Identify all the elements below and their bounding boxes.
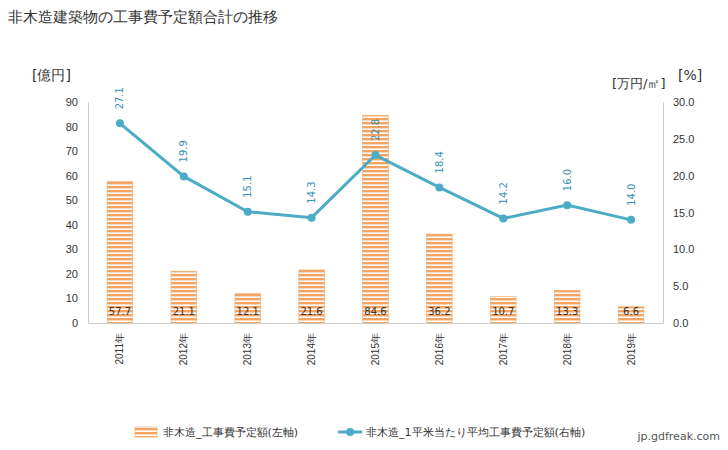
bar <box>107 181 133 323</box>
chart: 非木造建築物の工事費予定額合計の推移 0 10 20 30 40 50 60 70 80 90 0.0… <box>0 0 728 450</box>
y2-tick-label: 0.0 <box>673 317 688 329</box>
y2-axis-line <box>663 103 664 324</box>
y2-tick-label: 15.0 <box>673 207 694 219</box>
y-axis-line <box>88 103 89 324</box>
x-tick-label: 2019年 <box>626 333 637 365</box>
legend-item: 非木造_1平米当たり平均工事費予定額(右軸) <box>338 426 585 439</box>
legend-marker <box>346 428 354 436</box>
line-label: 27.1 <box>114 87 125 109</box>
line-point <box>308 214 316 222</box>
bar <box>171 271 197 323</box>
line-point <box>435 183 443 191</box>
line-label: 14.2 <box>498 182 509 204</box>
y2-tick-label: 20.0 <box>673 170 694 182</box>
bar <box>491 297 517 323</box>
x-tick-label: 2016年 <box>434 333 445 365</box>
line-label: 14.3 <box>306 181 317 203</box>
y-tick-label: 50 <box>66 194 78 206</box>
bar <box>427 234 453 323</box>
y-tick-label: 10 <box>66 292 78 304</box>
y-axis: 0 10 20 30 40 50 60 70 80 90 <box>66 96 89 329</box>
line-point <box>627 216 635 224</box>
y-tick-label: 30 <box>66 243 78 255</box>
x-tick-label: 2014年 <box>306 333 317 365</box>
x-axis-line <box>89 323 664 324</box>
y-tick-label: 80 <box>66 121 78 133</box>
bar <box>363 115 389 323</box>
bar <box>618 307 644 323</box>
y-tick-label: 20 <box>66 268 78 280</box>
y-tick-label: 0 <box>72 317 78 329</box>
line-label: 15.1 <box>242 175 253 197</box>
y-axis-title: [億円] <box>32 67 71 83</box>
legend-item: 非木造_工事費予定額(左軸) <box>135 426 298 439</box>
x-tick-label: 2011年 <box>114 333 125 365</box>
y2-axis-title: [万円/㎡] <box>612 76 666 91</box>
y2-axis: 0.0 5.0 10.0 15.0 20.0 25.0 30.0 <box>663 96 694 329</box>
y2-tick-label: 5.0 <box>673 280 688 292</box>
bar-label: 10.7 <box>492 306 514 317</box>
x-tick-label: 2013年 <box>242 333 253 365</box>
legend-swatch <box>135 427 157 437</box>
line-label: 22.8 <box>370 119 381 141</box>
y-tick-label: 60 <box>66 170 78 182</box>
legend-label: 非木造_1平米当たり平均工事費予定額(右軸) <box>366 426 585 439</box>
bar <box>554 290 580 323</box>
bar-label: 21.1 <box>173 306 195 317</box>
bar-label: 36.2 <box>428 306 450 317</box>
legend-label: 非木造_工事費予定額(左軸) <box>163 426 298 439</box>
x-axis: 2011年 2012年 2013年 2014年 2015年 2016年 2017年 2018年… <box>89 323 664 365</box>
plot-marks <box>107 115 644 323</box>
line-point <box>372 151 380 159</box>
annotation: jp.gdfreak.com <box>636 430 720 443</box>
line-label: 16.0 <box>562 169 573 191</box>
y-tick-label: 40 <box>66 219 78 231</box>
line-label: 14.0 <box>626 184 637 206</box>
x-tick-label: 2015年 <box>370 333 381 365</box>
bar-label: 57.7 <box>109 306 131 317</box>
bar-label: 84.6 <box>364 306 386 317</box>
x-tick-label: 2012年 <box>178 333 189 365</box>
line-label: 19.9 <box>178 140 189 162</box>
line-point <box>563 201 571 209</box>
x-tick-label: 2018年 <box>562 333 573 365</box>
y-tick-label: 70 <box>66 145 78 157</box>
bar-label: 6.6 <box>623 306 639 317</box>
data-labels: 57.7 21.1 12.1 21.6 84.6 36.2 10.7 13.3 6.6 27.1 1… <box>109 87 639 317</box>
title: 非木造建築物の工事費予定額合計の推移 <box>8 8 278 26</box>
y2-tick-label: 25.0 <box>673 133 694 145</box>
y-tick-label: 90 <box>66 96 78 108</box>
annotation: [%] <box>678 67 702 83</box>
bar <box>299 270 325 323</box>
line-point <box>499 214 507 222</box>
bar-label: 13.3 <box>556 306 578 317</box>
line-label: 18.4 <box>434 151 445 173</box>
line-point <box>180 172 188 180</box>
bar-label: 21.6 <box>300 306 322 317</box>
line-point <box>116 119 124 127</box>
bar <box>235 293 261 323</box>
line-point <box>244 208 252 216</box>
bar-label: 12.1 <box>237 306 259 317</box>
x-tick-label: 2017年 <box>498 333 509 365</box>
y2-tick-label: 30.0 <box>673 96 694 108</box>
legend: 非木造_工事費予定額(左軸) 非木造_1平米当たり平均工事費予定額(右軸) <box>135 426 585 439</box>
y2-tick-label: 10.0 <box>673 243 694 255</box>
